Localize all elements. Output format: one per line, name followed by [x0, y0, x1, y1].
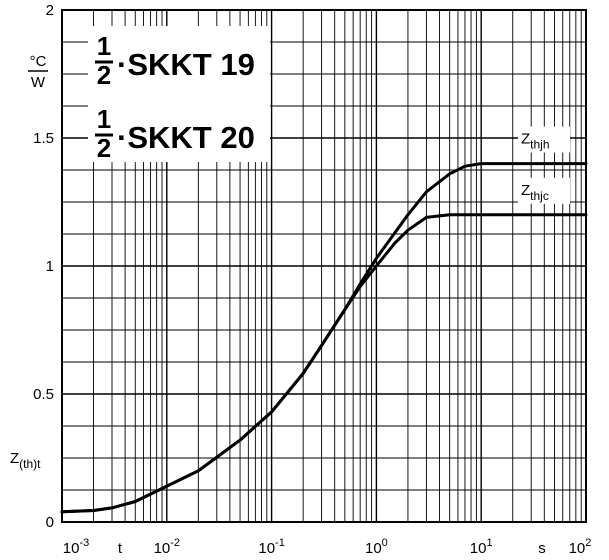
x-unit-label: s — [538, 540, 546, 557]
title-block: 1 2 ·SKKT 19 1 2 ·SKKT 20 — [88, 26, 270, 163]
title-fraction-numerator-2: 1 — [97, 104, 111, 134]
y-tick-label: 0.5 — [33, 386, 54, 403]
x-tick-label: 101 — [470, 537, 493, 557]
y-tick-label: 1 — [46, 258, 54, 275]
series-label-thjc: Zthjc — [521, 182, 549, 203]
plot-frame — [61, 9, 587, 523]
x-symbol-label: t — [118, 540, 123, 557]
title-fraction-denominator-2: 2 — [97, 133, 111, 163]
title-line-2-text: SKKT 20 — [127, 120, 254, 155]
x-tick-label: 102 — [569, 537, 592, 557]
x-tick-label: 100 — [365, 537, 388, 557]
y-tick-label: 2 — [46, 2, 54, 19]
y-tick-labels: 0 0.5 1 1.5 2 — [33, 2, 54, 531]
title-background — [88, 26, 270, 162]
x-tick-labels: 10-3 10-2 10-1 100 101 102 — [63, 537, 592, 557]
title-line-1-text: SKKT 19 — [127, 47, 254, 82]
title-line-1: ·SKKT 19 — [117, 47, 255, 82]
title-line-2: ·SKKT 20 — [117, 120, 255, 155]
y-unit-numerator: °C — [30, 53, 47, 70]
y-tick-label: 1.5 — [33, 130, 54, 147]
y-unit-denominator: W — [31, 74, 46, 91]
series-labels: Zthjh Zthjc — [518, 126, 570, 204]
x-tick-label: 10-1 — [258, 537, 284, 557]
title-dot-2: · — [117, 120, 127, 155]
series-label-background — [518, 126, 570, 153]
title-dot-1: · — [117, 47, 127, 82]
series-group — [60, 162, 588, 514]
series-label-thjh: Zthjh — [521, 131, 550, 152]
y-tick-label: 0 — [46, 514, 54, 531]
title-fraction-denominator-1: 2 — [97, 60, 111, 90]
x-tick-label: 10-3 — [63, 537, 89, 557]
series-line-thjc — [60, 213, 588, 514]
series-label-background — [518, 177, 570, 204]
x-tick-label: 10-2 — [154, 537, 180, 557]
title-fraction-numerator-1: 1 — [97, 31, 111, 61]
y-unit: °C W — [28, 53, 48, 91]
